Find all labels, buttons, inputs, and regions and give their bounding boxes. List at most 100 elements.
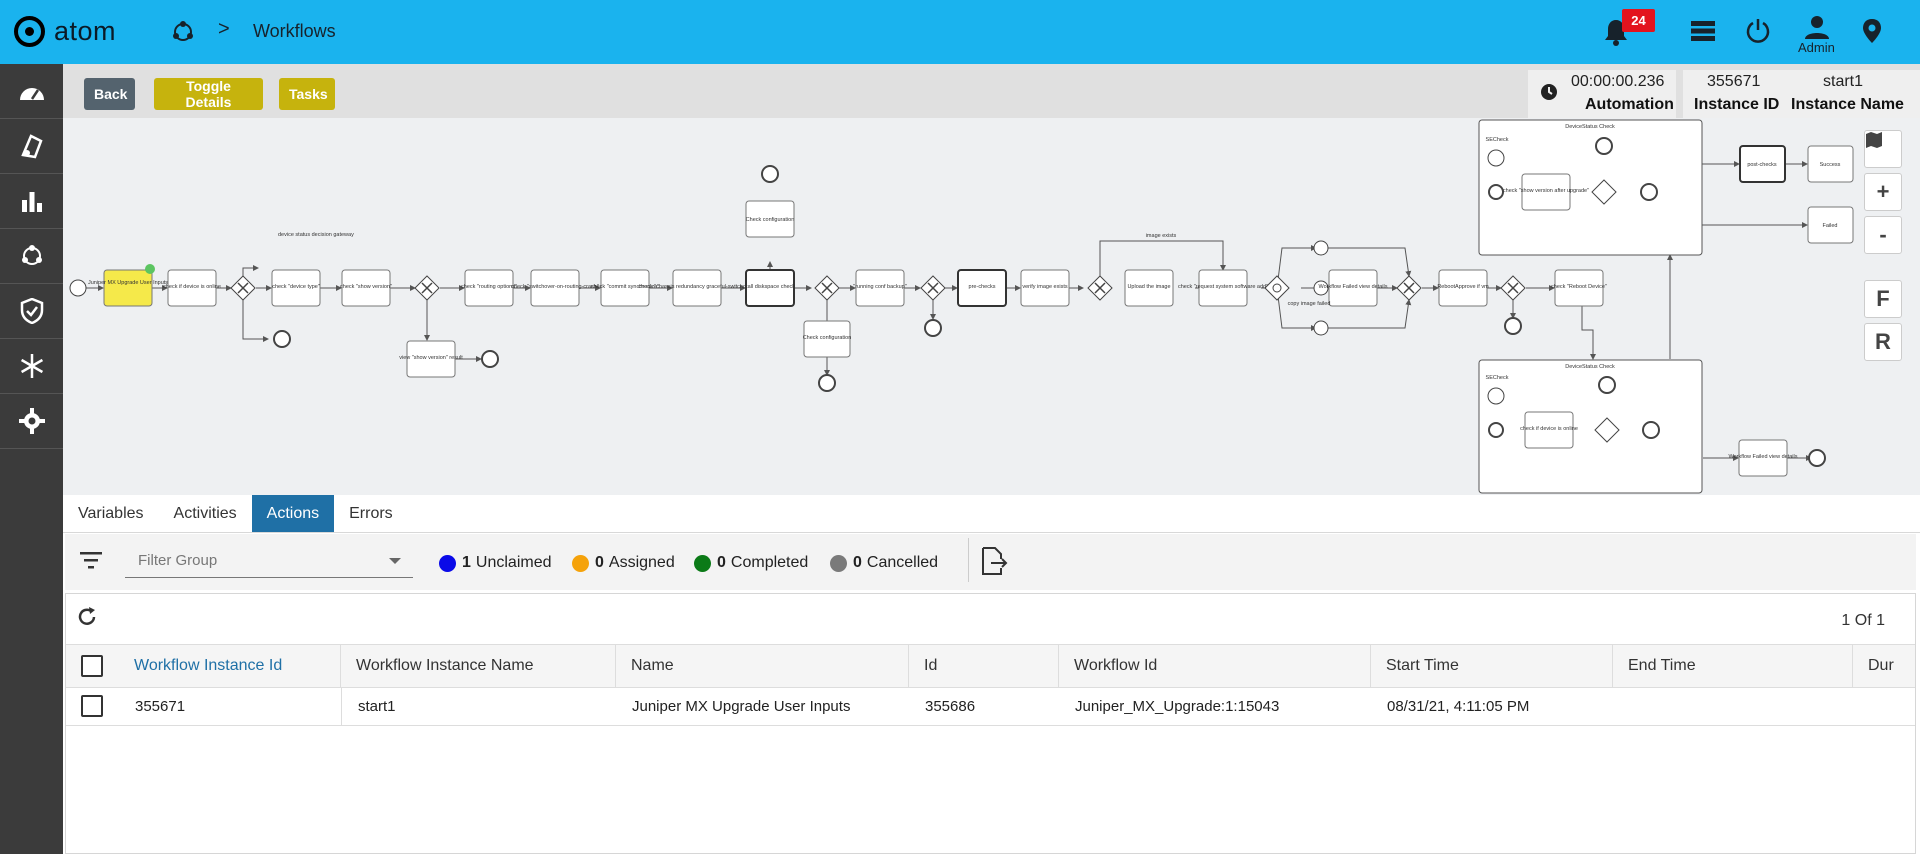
- cell-workflow-instance-id: 355671: [135, 698, 186, 715]
- col-id[interactable]: Id: [909, 645, 1059, 687]
- cell-workflow-instance-name: start1: [341, 688, 616, 725]
- sidebar-item-snowflake[interactable]: [0, 339, 63, 394]
- filter-group-select[interactable]: Filter Group: [125, 542, 413, 578]
- stat-completed[interactable]: 0 Completed: [694, 554, 808, 572]
- diagram-task-label: check "commit synchronize": [591, 284, 659, 290]
- diagram-task-label: check if device is online: [163, 284, 221, 290]
- assigned-count: 0: [595, 554, 604, 571]
- atom-logo[interactable]: atom: [14, 16, 116, 47]
- tab-actions[interactable]: Actions: [251, 495, 335, 533]
- diagram-subprocess-start-label: SECheck: [1486, 137, 1509, 143]
- sidebar-item-dashboard[interactable]: [0, 64, 63, 119]
- top-bar: atom > Workflows 24 Admin: [0, 0, 1920, 64]
- zoom-out-button[interactable]: -: [1864, 216, 1902, 254]
- instance-id-value: 355671: [1707, 73, 1761, 90]
- diagram-task-label: check "switchover-on-routing-crash": [511, 284, 599, 290]
- col-duration[interactable]: Dur: [1868, 657, 1894, 674]
- col-workflow-instance-name[interactable]: Workflow Instance Name: [341, 645, 616, 687]
- filter-row: Filter Group 1 Unclaimed 0 Assigned 0 Co…: [65, 534, 1916, 590]
- instance-name-label: Instance Name: [1791, 96, 1904, 113]
- diagram-subprocess-title: DeviceStatus Check: [1565, 364, 1615, 370]
- sidebar-item-compliance[interactable]: [0, 284, 63, 339]
- list-icon[interactable]: [1690, 20, 1716, 42]
- tab-activities[interactable]: Activities: [173, 505, 237, 522]
- breadcrumb-separator: >: [218, 18, 230, 40]
- completed-count: 0: [717, 554, 726, 571]
- completed-label: Completed: [730, 554, 809, 571]
- logo-icon: [14, 16, 45, 47]
- filter-divider: [968, 538, 969, 582]
- completed-dot: [694, 554, 711, 572]
- back-button[interactable]: Back: [84, 78, 135, 110]
- row-checkbox[interactable]: [81, 695, 103, 717]
- shield-check-icon: [20, 298, 43, 324]
- map-icon: [1866, 132, 1882, 148]
- dashboard-gauge-icon: [19, 88, 44, 100]
- reset-view-button[interactable]: R: [1864, 323, 1902, 361]
- table-row[interactable]: 355671 start1 Juniper MX Upgrade User In…: [66, 688, 1915, 726]
- sidebar: [0, 64, 63, 854]
- col-start-time[interactable]: Start Time: [1371, 645, 1613, 687]
- cancelled-dot: [830, 554, 847, 572]
- diagram-task-label: check "show version": [340, 284, 392, 290]
- col-workflow-instance-id[interactable]: Workflow Instance Id: [119, 645, 341, 687]
- workflow-hub-icon[interactable]: [170, 19, 196, 45]
- cancelled-label: Cancelled: [866, 554, 939, 571]
- logo-text: atom: [54, 16, 117, 46]
- cell-start-time: 08/31/21, 4:11:05 PM: [1387, 698, 1530, 715]
- cell-end-time: [1613, 688, 1853, 725]
- sidebar-item-workflows[interactable]: [0, 229, 63, 284]
- user-icon[interactable]: [1804, 14, 1830, 40]
- diagram-task-label: verify image exists: [1022, 284, 1067, 290]
- cell-id: 355686: [925, 698, 976, 715]
- bpmn-canvas[interactable]: Juniper MX Upgrade User Inputs check if …: [63, 118, 1920, 495]
- power-icon[interactable]: [1745, 18, 1771, 44]
- admin-label[interactable]: Admin: [1798, 40, 1835, 55]
- stat-assigned[interactable]: 0 Assigned: [572, 554, 675, 572]
- tasks-button[interactable]: Tasks: [279, 78, 335, 110]
- diagram-task-label: Failed: [1823, 223, 1838, 229]
- fit-view-button[interactable]: F: [1864, 280, 1902, 318]
- diagram-subprocess-start-label: SECheck: [1486, 375, 1509, 381]
- tab-errors[interactable]: Errors: [349, 505, 393, 522]
- workflow-diagram[interactable]: Juniper MX Upgrade User Inputs check if …: [63, 118, 1920, 495]
- diagram-subprocess-title: DeviceStatus Check: [1565, 124, 1615, 130]
- sidebar-item-devices[interactable]: [0, 119, 63, 174]
- diagram-task-label: check "routing options": [461, 284, 517, 290]
- pagination-label: 1 Of 1: [1841, 612, 1885, 629]
- map-toggle-button[interactable]: [1864, 130, 1902, 168]
- duration-value: 00:00:00.236: [1571, 73, 1665, 90]
- duration-label: Automation: [1585, 96, 1674, 113]
- notification-badge: 24: [1622, 9, 1655, 32]
- zoom-in-button[interactable]: +: [1864, 173, 1902, 211]
- page-title: Workflows: [253, 21, 336, 41]
- diagram-task-label: check "request system software add": [1178, 284, 1268, 290]
- export-icon[interactable]: [980, 546, 1008, 576]
- workflow-icon: [21, 245, 42, 265]
- sidebar-item-analytics[interactable]: [0, 174, 63, 229]
- location-pin-icon[interactable]: [1862, 18, 1882, 44]
- devices-icon: [20, 134, 43, 159]
- tab-variables[interactable]: Variables: [78, 505, 144, 522]
- select-all-checkbox[interactable]: [81, 655, 103, 677]
- sidebar-item-settings[interactable]: [0, 394, 63, 449]
- filter-icon[interactable]: [79, 550, 103, 570]
- toggle-details-button[interactable]: Toggle Details: [154, 78, 263, 110]
- stat-cancelled[interactable]: 0 Cancelled: [830, 554, 938, 572]
- flow-label-copy-failed: copy image failed: [1288, 301, 1331, 307]
- col-name[interactable]: Name: [616, 645, 909, 687]
- unclaimed-label: Unclaimed: [475, 554, 552, 571]
- unclaimed-dot: [439, 554, 456, 572]
- gateway-annotation: device status decision gateway: [278, 232, 354, 238]
- filter-group-placeholder: Filter Group: [138, 552, 218, 569]
- diagram-task-label: check if device is online: [1520, 426, 1578, 432]
- bell-icon[interactable]: [1604, 18, 1628, 46]
- diagram-task-label: RebootApprove if vm: [1437, 284, 1489, 290]
- col-workflow-id[interactable]: Workflow Id: [1059, 645, 1371, 687]
- stat-unclaimed[interactable]: 1 Unclaimed: [439, 554, 552, 572]
- actions-table-panel: 1 Of 1 Workflow Instance Id Workflow Ins…: [65, 593, 1916, 854]
- diagram-task-label: post-checks: [1747, 162, 1777, 168]
- diagram-task-label: Check configuration: [746, 217, 795, 223]
- refresh-icon[interactable]: [76, 606, 98, 628]
- col-end-time[interactable]: End Time: [1613, 645, 1853, 687]
